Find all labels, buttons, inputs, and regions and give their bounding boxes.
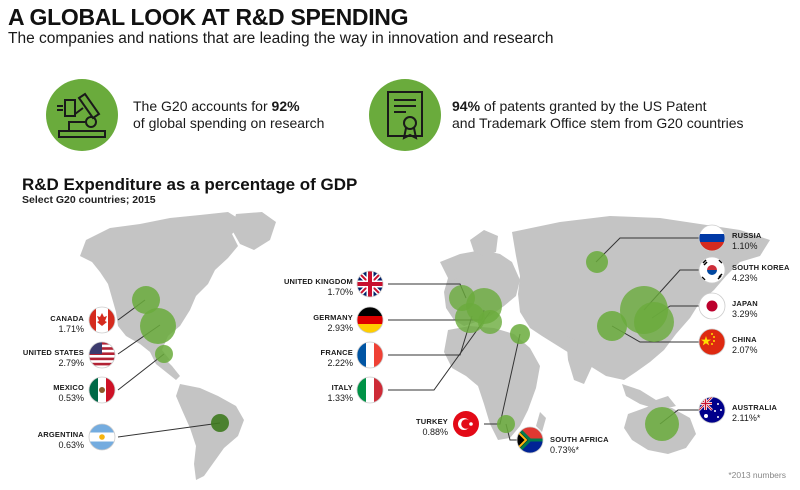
flag-canada-icon — [88, 306, 116, 334]
label-south-korea: SOUTH KOREA 4.23% — [732, 263, 790, 283]
flag-italy-icon — [356, 376, 384, 404]
label-mexico: MEXICO 0.53% — [53, 383, 84, 403]
section-title: R&D Expenditure as a percentage of GDP — [22, 175, 358, 194]
label-united-states: UNITED STATES 2.79% — [22, 348, 84, 368]
bubble-canada — [132, 286, 160, 314]
flag-turkey-icon — [453, 411, 479, 437]
label-italy: ITALY 1.33% — [327, 383, 353, 403]
bubble-australia — [645, 407, 679, 441]
flag-usa-icon — [88, 341, 116, 369]
label-germany: GERMANY 2.93% — [313, 313, 353, 333]
page-subtitle: The companies and nations that are leadi… — [8, 30, 554, 47]
flag-uk-icon — [356, 270, 384, 298]
flag-argentina-icon — [88, 423, 116, 451]
footnote: *2013 numbers — [728, 470, 786, 480]
flag-japan-icon — [698, 292, 726, 320]
bubble-south-africa — [497, 415, 515, 433]
page-title: A GLOBAL LOOK AT R&D SPENDING — [8, 4, 409, 30]
bubble-japan — [634, 302, 674, 342]
bubble-united-states — [140, 308, 176, 344]
label-united-kingdom: UNITED KINGDOM 1.70% — [283, 277, 353, 297]
south-america-land — [176, 384, 244, 480]
stat-g20-spending: The G20 accounts for 92% of global spend… — [133, 98, 325, 131]
microscope-icon — [46, 79, 118, 151]
bubble-mexico — [155, 345, 173, 363]
stat-patents: 94% of patents granted by the US Patent … — [452, 98, 744, 131]
bubble-argentina — [211, 414, 229, 432]
bubble-china — [597, 311, 627, 341]
bubble-italy — [478, 310, 502, 334]
scandinavia-land — [470, 230, 498, 256]
flag-russia-icon — [698, 224, 726, 252]
label-japan: JAPAN 3.29% — [732, 299, 758, 319]
flag-australia-icon — [698, 396, 726, 424]
madagascar-land — [536, 412, 546, 432]
flag-south-korea-icon — [698, 256, 726, 284]
greenland-land — [232, 212, 276, 250]
flag-germany-icon — [356, 306, 384, 334]
label-france: FRANCE 2.22% — [320, 348, 353, 368]
bubbles — [132, 251, 679, 441]
north-america-land — [80, 212, 244, 362]
label-china: CHINA 2.07% — [732, 335, 758, 355]
label-argentina: ARGENTINA 0.63% — [37, 430, 84, 450]
label-south-africa: SOUTH AFRICA 0.73%* — [550, 435, 609, 455]
bubble-russia — [586, 251, 608, 273]
africa-land — [444, 326, 540, 440]
label-turkey: TURKEY 0.88% — [415, 417, 448, 437]
section-subtitle: Select G20 countries; 2015 — [22, 194, 156, 206]
se-asia-islands — [622, 384, 676, 410]
label-canada: CANADA 1.71% — [50, 314, 84, 334]
bubble-turkey — [510, 324, 530, 344]
india-land — [566, 336, 594, 384]
flag-south-africa-icon — [516, 426, 544, 454]
flag-france-icon — [356, 341, 384, 369]
bubble-france — [455, 303, 485, 333]
flag-china-icon — [698, 328, 726, 356]
certificate-icon — [369, 79, 441, 151]
label-russia: RUSSIA 1.10% — [732, 231, 762, 251]
flag-mexico-icon — [88, 376, 116, 404]
label-australia: AUSTRALIA 2.11%* — [732, 403, 778, 423]
